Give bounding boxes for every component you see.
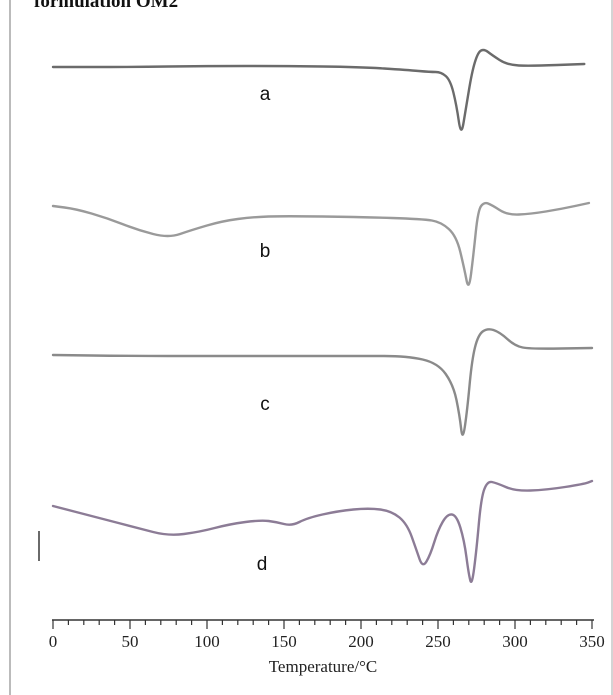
x-tick-label: 150 bbox=[271, 632, 297, 651]
curve-c bbox=[51, 328, 594, 436]
x-tick-label: 100 bbox=[194, 632, 220, 651]
x-tick-label: 0 bbox=[49, 632, 58, 651]
x-axis-tick-labels: 0 50 100 150 200 250 300 350 bbox=[49, 632, 605, 651]
chart-title: formulation OM2 bbox=[34, 0, 179, 12]
curve-label-c: c bbox=[260, 394, 270, 415]
curve-label-b: b bbox=[260, 241, 271, 262]
x-tick-label: 50 bbox=[122, 632, 139, 651]
curve-b bbox=[51, 201, 591, 286]
x-axis-ticks bbox=[52, 620, 593, 629]
x-axis-title: Temperature/°C bbox=[269, 657, 378, 676]
curve-label-a: a bbox=[260, 84, 271, 105]
x-tick-label: 350 bbox=[579, 632, 605, 651]
curve-labels: a b c d bbox=[257, 84, 271, 575]
x-tick-label: 300 bbox=[502, 632, 528, 651]
x-tick-label: 200 bbox=[348, 632, 374, 651]
x-tick-label: 250 bbox=[425, 632, 451, 651]
dsc-curves bbox=[51, 48, 594, 583]
curve-d bbox=[51, 479, 594, 583]
curve-a bbox=[51, 48, 586, 131]
curve-label-d: d bbox=[257, 554, 268, 575]
